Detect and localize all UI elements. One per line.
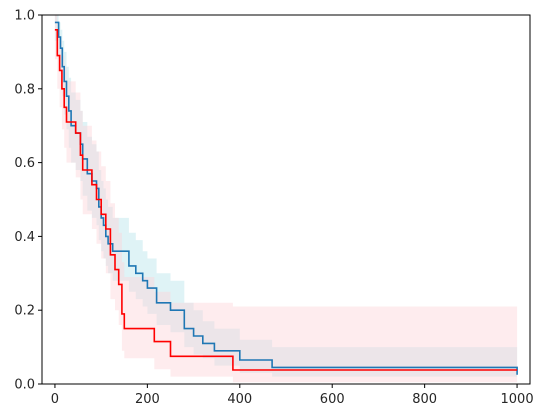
series-1-line (54, 21, 518, 375)
y-tick-label: 1.0 (14, 9, 35, 24)
series-2-line (54, 28, 518, 371)
step-lines (54, 21, 518, 375)
x-tick-label: 800 (412, 392, 437, 407)
x-tick-label: 400 (227, 392, 252, 407)
y-axis: 0.0 0.2 0.4 0.6 0.8 1.0 (14, 9, 42, 393)
x-axis: 0 200 400 600 800 1000 (51, 384, 534, 407)
y-tick-label: 0.8 (14, 82, 35, 97)
y-tick-label: 0.0 (14, 378, 35, 393)
x-tick-label: 1000 (501, 392, 534, 407)
y-tick-label: 0.2 (14, 304, 35, 319)
confidence-bands (54, 15, 518, 383)
x-tick-label: 0 (51, 392, 59, 407)
series-2-band (54, 15, 518, 383)
axes-frame (41, 14, 531, 385)
series-1-band (54, 15, 518, 381)
y-tick-label: 0.4 (14, 230, 35, 245)
x-tick-label: 200 (135, 392, 160, 407)
y-tick-label: 0.6 (14, 156, 35, 171)
x-tick-label: 600 (320, 392, 345, 407)
